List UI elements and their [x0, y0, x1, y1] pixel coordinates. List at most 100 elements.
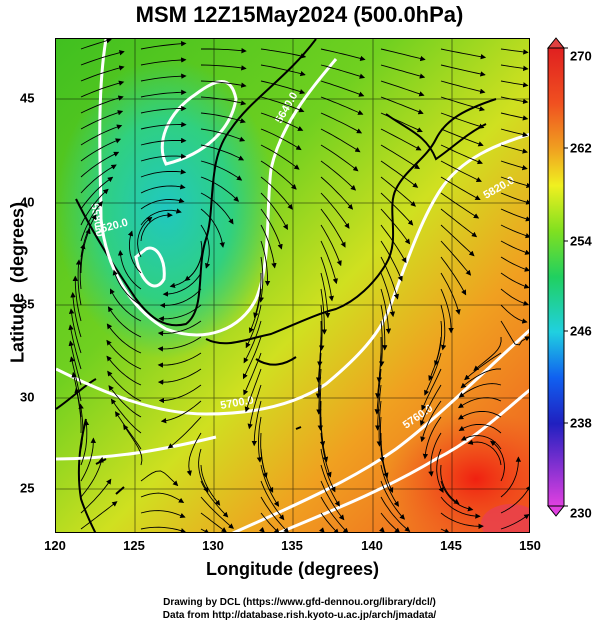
- streamline: [140, 137, 187, 146]
- streamline: [260, 512, 280, 532]
- streamline: [200, 224, 211, 269]
- streamline: [458, 383, 502, 398]
- colorbar-tick-label: 270: [570, 48, 592, 64]
- streamline: [68, 340, 82, 386]
- streamline: [137, 216, 153, 258]
- streamline: [440, 496, 481, 519]
- streamline: [380, 80, 425, 97]
- streamline: [140, 510, 186, 519]
- streamline: [440, 192, 480, 219]
- streamline: [112, 269, 142, 306]
- streamline: [140, 105, 187, 114]
- streamline: [140, 184, 186, 194]
- streamline: [80, 176, 114, 210]
- streamline: [500, 160, 528, 171]
- streamline: [140, 492, 185, 503]
- streamline: [428, 432, 442, 477]
- streamline: [440, 128, 484, 147]
- wind-streamlines: [68, 39, 529, 532]
- streamline: [380, 112, 423, 133]
- streamline: [140, 169, 187, 178]
- streamline: [80, 419, 90, 466]
- streamline: [320, 128, 361, 153]
- streamline: [380, 433, 389, 479]
- streamline: [251, 400, 262, 447]
- streamline: [460, 435, 502, 450]
- streamline: [244, 368, 262, 413]
- streamline: [500, 513, 529, 530]
- streamline: [320, 288, 328, 335]
- streamline: [200, 176, 240, 202]
- streamline: [440, 512, 484, 529]
- streamline: [320, 48, 366, 62]
- x-tick-label: 120: [44, 538, 66, 553]
- streamline: [320, 80, 365, 97]
- streamline: [320, 192, 350, 229]
- streamline: [380, 240, 403, 282]
- streamline: [473, 336, 502, 371]
- streamline: [260, 48, 307, 59]
- streamline: [500, 128, 529, 138]
- streamline: [157, 336, 202, 352]
- streamline: [440, 96, 485, 112]
- streamline: [380, 304, 388, 351]
- credit-drawing: Drawing by DCL (https://www.gfd-dennou.o…: [163, 597, 436, 608]
- streamline: [420, 400, 442, 443]
- streamline: [440, 160, 482, 182]
- streamline: [200, 96, 247, 106]
- x-tick-label: 145: [440, 538, 462, 553]
- streamline: [243, 320, 262, 364]
- streamline: [315, 336, 322, 383]
- streamline: [157, 352, 202, 368]
- streamline: [320, 176, 354, 210]
- streamline: [315, 352, 322, 399]
- streamline: [140, 73, 187, 82]
- streamline: [500, 304, 528, 324]
- streamline: [253, 272, 262, 319]
- streamline: [80, 200, 103, 242]
- streamline: [200, 128, 246, 142]
- streamline: [320, 416, 329, 463]
- streamline: [380, 224, 407, 264]
- streamline: [500, 256, 529, 272]
- streamline: [260, 192, 288, 230]
- streamline: [260, 240, 271, 287]
- hot-spot: [481, 504, 529, 532]
- streamline: [243, 352, 262, 396]
- x-tick-label: 125: [123, 538, 145, 553]
- streamline: [500, 485, 529, 514]
- streamline: [457, 397, 502, 409]
- streamline: [80, 110, 124, 130]
- x-tick-label: 140: [361, 538, 383, 553]
- streamline: [500, 208, 529, 222]
- streamline: [140, 153, 187, 162]
- streamline: [320, 256, 334, 302]
- streamline: [260, 144, 300, 170]
- streamline: [500, 288, 529, 306]
- streamline: [200, 192, 234, 225]
- streamline: [320, 208, 346, 248]
- x-tick-label: 135: [281, 538, 303, 553]
- streamline: [115, 411, 142, 450]
- streamline: [109, 288, 142, 322]
- y-tick-label: 30: [20, 389, 35, 405]
- streamline: [260, 64, 306, 77]
- streamline: [440, 64, 486, 77]
- contour-label-3: 5580.0: [88, 202, 106, 237]
- streamline: [440, 80, 486, 94]
- colorbar: [546, 37, 568, 517]
- streamline: [380, 448, 394, 494]
- streamline: [260, 464, 280, 507]
- streamline: [140, 197, 185, 210]
- streamline: [457, 410, 502, 420]
- streamline: [380, 464, 400, 507]
- streamline: [320, 480, 345, 521]
- streamline: [374, 368, 382, 415]
- streamline: [68, 308, 82, 354]
- streamline: [380, 192, 414, 226]
- streamline: [380, 512, 401, 532]
- streamline: [106, 323, 142, 354]
- streamline: [107, 306, 142, 338]
- colorbar-tick-label: 238: [570, 415, 592, 431]
- streamline: [436, 448, 444, 493]
